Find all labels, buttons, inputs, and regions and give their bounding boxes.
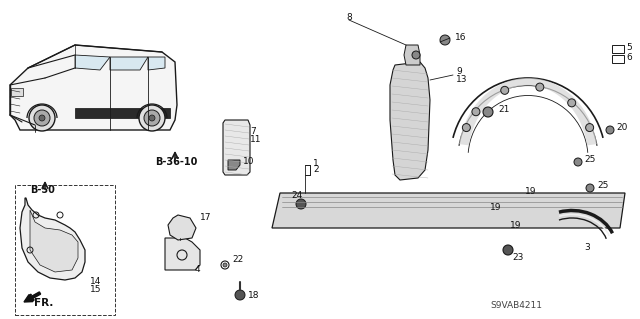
Circle shape [296,199,306,209]
Circle shape [462,123,470,131]
Polygon shape [459,78,597,145]
Circle shape [149,115,155,121]
Text: 4: 4 [195,265,200,275]
Bar [612,45,624,53]
Text: 1: 1 [313,159,319,167]
Bar [15,185,115,315]
Text: 19: 19 [525,188,536,197]
Text: 2: 2 [313,166,319,174]
Text: 20: 20 [616,123,627,132]
Polygon shape [390,62,430,180]
Text: 5: 5 [626,42,632,51]
Polygon shape [272,193,625,228]
Polygon shape [20,198,85,280]
Text: 23: 23 [512,254,524,263]
Text: B-50: B-50 [30,185,55,195]
Circle shape [34,110,50,126]
Polygon shape [30,210,78,272]
Circle shape [223,263,227,267]
Text: 22: 22 [232,256,243,264]
Polygon shape [75,55,110,70]
Circle shape [574,158,582,166]
Text: 17: 17 [200,213,211,222]
Circle shape [472,108,480,116]
Polygon shape [110,57,148,70]
Bar [612,55,624,63]
Polygon shape [228,160,240,170]
Polygon shape [223,120,250,175]
Text: 19: 19 [490,204,502,212]
Text: 15: 15 [90,286,102,294]
Text: B-36-10: B-36-10 [155,157,197,167]
Circle shape [440,35,450,45]
FancyArrow shape [24,292,40,302]
Text: S9VAB4211: S9VAB4211 [490,300,542,309]
Circle shape [536,83,544,91]
Text: 18: 18 [248,291,259,300]
Circle shape [586,184,594,192]
Circle shape [29,105,55,131]
Text: 24: 24 [291,191,302,201]
Text: 21: 21 [498,106,509,115]
Text: 9: 9 [456,68,461,77]
Text: 16: 16 [455,33,467,42]
Text: 13: 13 [456,76,467,85]
Polygon shape [10,45,177,130]
Polygon shape [75,108,170,118]
Circle shape [606,126,614,134]
Circle shape [39,115,45,121]
Polygon shape [168,215,196,240]
Text: 6: 6 [626,53,632,62]
Text: 19: 19 [510,220,522,229]
Circle shape [586,123,594,131]
Circle shape [500,86,509,94]
Text: 11: 11 [250,136,262,145]
Text: 8: 8 [346,13,352,23]
Text: 10: 10 [243,158,255,167]
Polygon shape [148,57,165,70]
Bar [11,88,23,96]
Text: FR.: FR. [34,298,53,308]
Text: 14: 14 [90,278,101,286]
Text: 3: 3 [584,243,589,253]
Circle shape [139,105,165,131]
Circle shape [235,290,245,300]
Circle shape [144,110,160,126]
Circle shape [483,107,493,117]
Circle shape [568,99,576,107]
Text: 25: 25 [584,155,595,165]
Polygon shape [165,238,200,270]
Circle shape [412,51,420,59]
Polygon shape [404,45,420,65]
Circle shape [503,245,513,255]
Text: 25: 25 [597,181,609,189]
Text: 7: 7 [250,128,256,137]
